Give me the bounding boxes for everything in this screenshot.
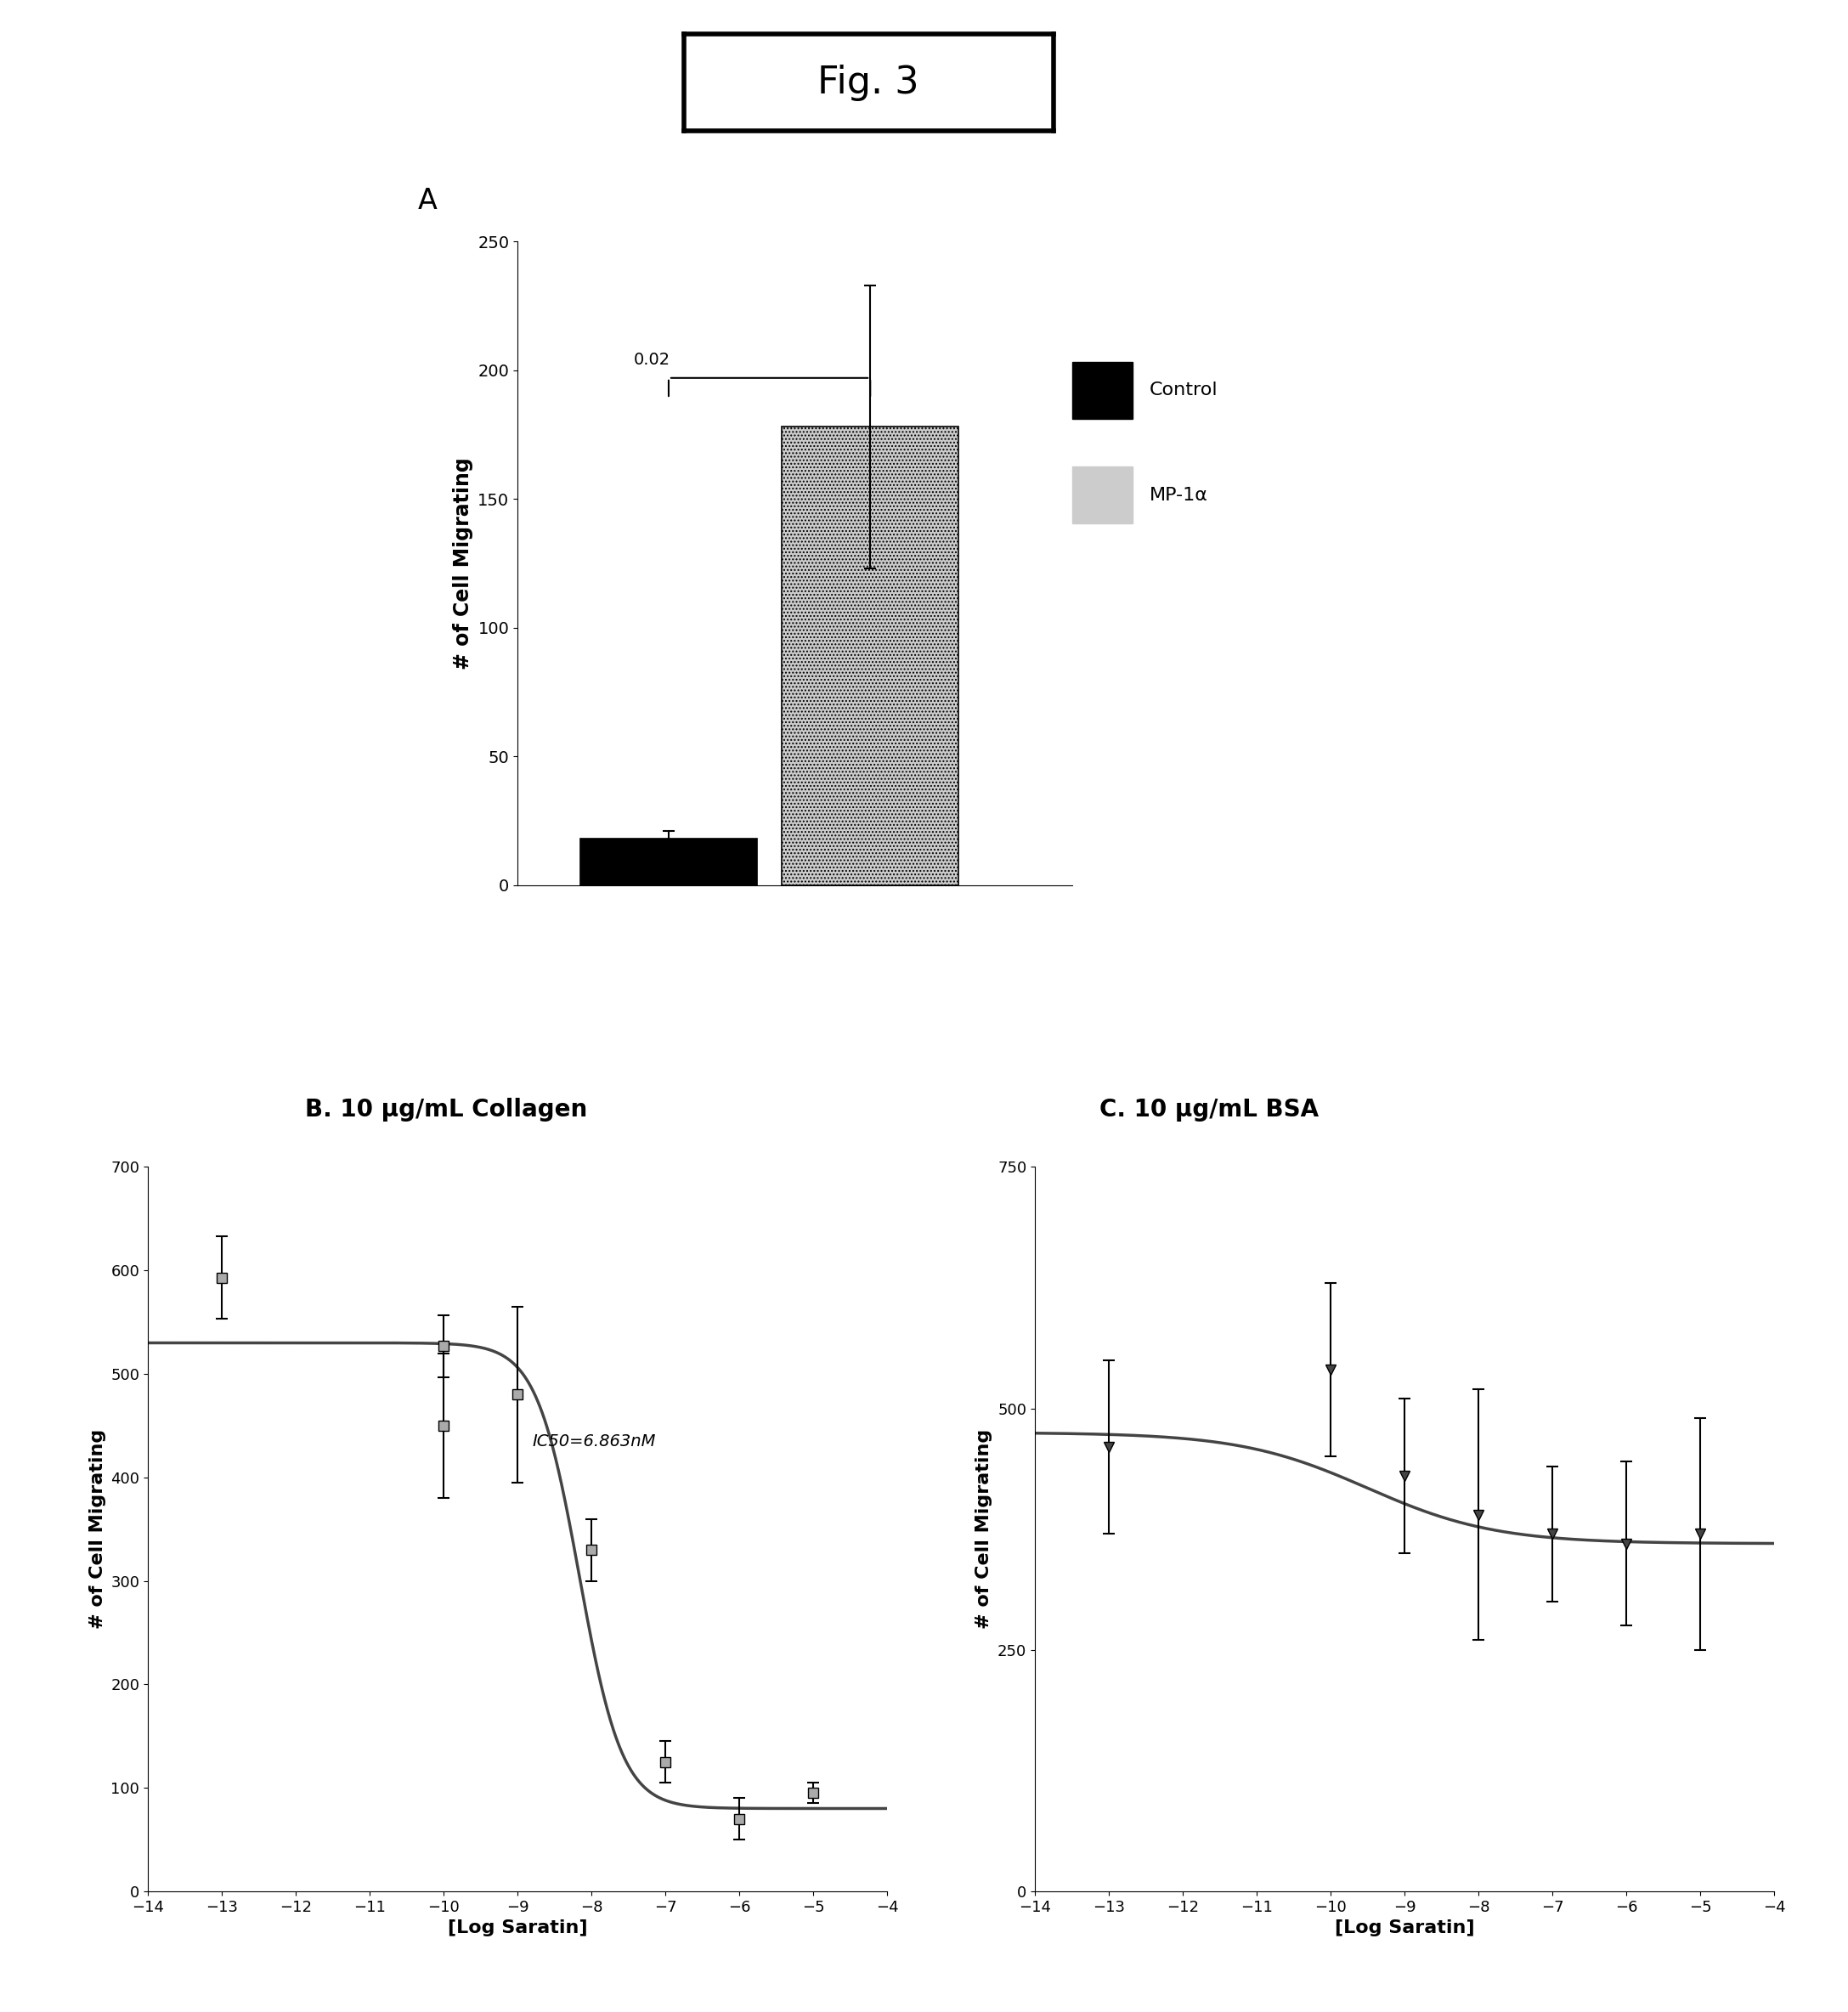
Y-axis label: # of Cell Migrating: # of Cell Migrating (976, 1429, 992, 1630)
Text: IC50=6.863nM: IC50=6.863nM (532, 1435, 656, 1451)
Text: A: A (418, 187, 438, 215)
Bar (1072, 467, 1133, 523)
Text: C. 10 μg/mL BSA: C. 10 μg/mL BSA (1100, 1099, 1319, 1123)
X-axis label: [Log Saratin]: [Log Saratin] (1334, 1919, 1475, 1936)
Y-axis label: # of Cell Migrating: # of Cell Migrating (453, 457, 473, 670)
Text: Fig. 3: Fig. 3 (819, 64, 920, 101)
Bar (1072, 362, 1133, 418)
Bar (580, 839, 758, 885)
Bar (782, 427, 959, 885)
X-axis label: [Log Saratin]: [Log Saratin] (447, 1919, 588, 1936)
Y-axis label: # of Cell Migrating: # of Cell Migrating (89, 1429, 105, 1630)
Text: 0.02: 0.02 (634, 352, 671, 368)
Text: MP-1α: MP-1α (1149, 487, 1209, 503)
Text: B. 10 μg/mL Collagen: B. 10 μg/mL Collagen (305, 1099, 588, 1123)
Text: Control: Control (1149, 382, 1218, 398)
